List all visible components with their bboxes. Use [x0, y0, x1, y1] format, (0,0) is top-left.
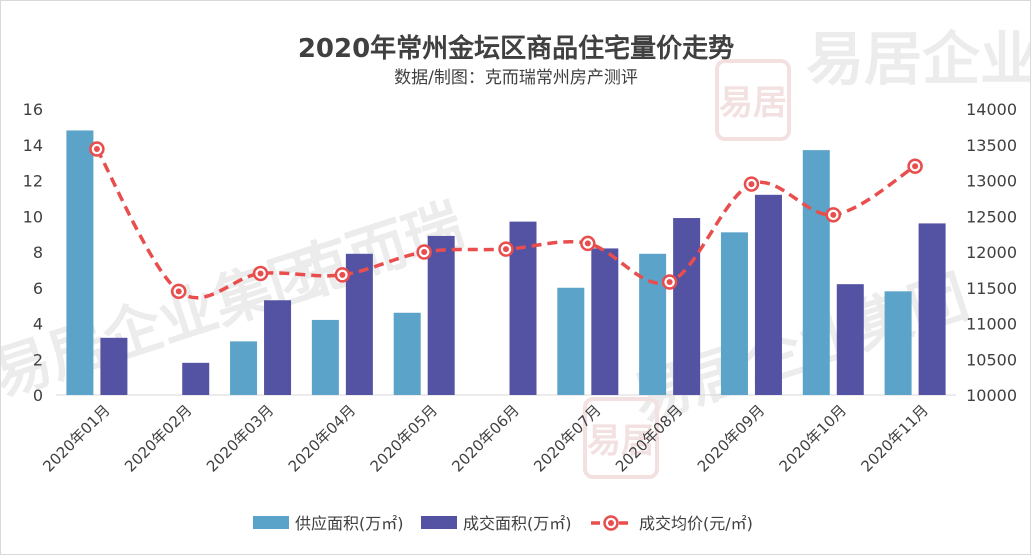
- supply-bar: [393, 312, 421, 395]
- watermark-text: 易居企业集团: [806, 25, 1030, 93]
- y-right-tick-label: 11500: [966, 279, 1017, 298]
- y-left-tick-label: 2: [33, 350, 43, 369]
- deal-bar: [591, 248, 619, 395]
- x-tick-label: 2020年05月: [367, 401, 441, 475]
- legend-swatch-deal: [421, 516, 457, 529]
- price-point-dot: [584, 240, 591, 247]
- deal-bar: [754, 194, 782, 395]
- y-axis-right: 10000 10500 11000 11500 12000 12500 13000 13500…: [966, 100, 1017, 405]
- legend: 供应面积(万㎡) 成交面积(万㎡) 成交均价(元/㎡): [253, 514, 753, 533]
- price-line-layer: [89, 141, 923, 300]
- price-point-dot: [830, 211, 837, 218]
- y-left-tick-label: 14: [23, 136, 43, 155]
- y-left-tick-label: 4: [33, 315, 43, 334]
- legend-swatch-supply: [253, 516, 289, 529]
- watermark-seal: 易居: [715, 59, 791, 141]
- deal-bar: [918, 223, 946, 395]
- y-left-tick-label: 8: [33, 243, 43, 262]
- y-right-tick-label: 12500: [966, 207, 1017, 226]
- legend-label: 成交面积(万㎡): [463, 514, 572, 533]
- supply-bar: [311, 319, 339, 395]
- y-right-tick-label: 14000: [966, 100, 1017, 119]
- y-right-tick-label: 11000: [966, 315, 1017, 334]
- x-tick-label: 2020年10月: [776, 401, 850, 475]
- price-point-dot: [93, 146, 100, 153]
- y-right-tick-label: 12000: [966, 243, 1017, 262]
- legend-label: 供应面积(万㎡): [295, 514, 404, 533]
- price-point-dot: [912, 163, 919, 170]
- price-point-dot: [421, 249, 428, 255]
- price-point-dot: [503, 246, 509, 253]
- legend-label: 成交均价(元/㎡): [639, 514, 753, 533]
- deal-bar: [673, 218, 701, 395]
- price-point-dot: [175, 288, 182, 295]
- x-axis: 2020年01月 2020年02月 2020年03月 2020年04月 2020年05月…: [39, 401, 932, 475]
- y-axis-left: 0 2 4 6 8 10 12 14 16: [23, 100, 43, 405]
- bars-layer: [66, 130, 946, 395]
- chart-title: 2020年常州金坛区商品住宅量价走势: [298, 33, 734, 64]
- y-right-tick-label: 10000: [966, 386, 1017, 405]
- y-left-tick-label: 16: [23, 100, 43, 119]
- x-tick-label: 2020年11月: [857, 401, 931, 475]
- deal-bar: [100, 337, 128, 395]
- price-point-dot: [339, 271, 346, 278]
- deal-bar: [182, 362, 210, 395]
- supply-bar: [639, 253, 667, 395]
- supply-bar: [802, 150, 830, 395]
- deal-bar: [264, 300, 292, 395]
- price-point-dot: [666, 279, 673, 286]
- y-left-tick-label: 6: [33, 279, 43, 298]
- x-tick-label: 2020年03月: [203, 401, 277, 475]
- supply-bar: [720, 232, 748, 395]
- y-right-tick-label: 10500: [966, 350, 1017, 369]
- deal-bar: [509, 221, 537, 395]
- legend-swatch-price-dot: [608, 520, 614, 526]
- chart-subtitle: 数据/制图：克而瑞常州房产测评: [394, 68, 638, 88]
- watermark-seal: 易居: [583, 397, 659, 479]
- supply-bar: [557, 287, 585, 395]
- price-point-dot: [257, 270, 264, 277]
- deal-bar: [836, 284, 864, 395]
- watermark-seal-text: 易居: [719, 83, 787, 123]
- deal-bar: [427, 235, 455, 395]
- y-left-tick-label: 10: [23, 207, 43, 226]
- x-tick-label: 2020年02月: [121, 401, 195, 475]
- x-tick-label: 2020年01月: [39, 401, 113, 475]
- x-tick-label: 2020年04月: [285, 401, 359, 475]
- deal-bar: [345, 253, 373, 395]
- y-left-tick-label: 12: [23, 172, 43, 191]
- y-right-tick-label: 13500: [966, 136, 1017, 155]
- y-left-tick-label: 0: [33, 386, 43, 405]
- x-tick-label: 2020年06月: [448, 401, 522, 475]
- watermark-seal-text: 易居: [587, 421, 655, 461]
- supply-bar: [230, 341, 258, 395]
- price-point-dot: [748, 181, 755, 188]
- supply-bar: [884, 291, 912, 395]
- supply-bar: [66, 130, 94, 395]
- y-right-tick-label: 13000: [966, 172, 1017, 191]
